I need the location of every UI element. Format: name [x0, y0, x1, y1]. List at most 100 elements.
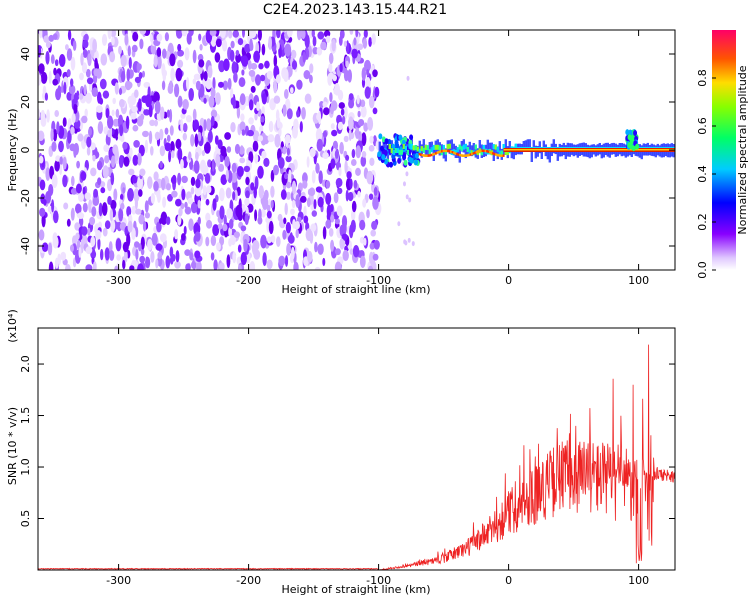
- noise-speck: [368, 37, 372, 47]
- signal-core-wave: [427, 154, 430, 157]
- noise-speck: [280, 189, 287, 200]
- noise-speck: [109, 250, 115, 261]
- noise-speck: [343, 135, 349, 143]
- noise-speck: [360, 105, 367, 118]
- noise-speck: [345, 189, 349, 202]
- signal-core-wave: [486, 149, 489, 153]
- noise-speck: [57, 85, 61, 93]
- noise-speck: [75, 203, 82, 214]
- signal-core-wave: [496, 153, 499, 157]
- noise-speck: [182, 122, 188, 133]
- noise-speck: [134, 241, 140, 248]
- noise-speck: [84, 108, 88, 118]
- signal-core-wave: [433, 152, 436, 156]
- noise-speck: [137, 98, 142, 112]
- noise-speck: [127, 95, 134, 106]
- noise-speck: [218, 163, 225, 172]
- signal-core-wave: [466, 154, 469, 157]
- noise-speck: [285, 222, 291, 234]
- signal-core-wave: [490, 151, 493, 155]
- noise-speck: [293, 261, 299, 270]
- noise-speck: [219, 236, 225, 246]
- signal-core-wave: [448, 150, 451, 153]
- noise-speck: [254, 113, 258, 121]
- noise-speck: [363, 122, 369, 132]
- noise-speck: [373, 240, 380, 250]
- noise-speck: [334, 261, 342, 270]
- snr-xtick-label: 0: [505, 574, 512, 587]
- signal-core-wave: [474, 151, 477, 154]
- noise-speck: [82, 202, 88, 213]
- noise-speck: [56, 121, 60, 135]
- noise-speck: [66, 48, 73, 61]
- signal-halo: [456, 147, 459, 158]
- noise-speck: [84, 33, 89, 42]
- noise-speck: [41, 242, 49, 252]
- noise-speck: [318, 170, 323, 184]
- noise-speck: [45, 41, 51, 49]
- noise-speck: [206, 185, 212, 194]
- signal-band: [496, 146, 499, 152]
- signal-bump: [629, 138, 634, 145]
- noise-speck: [155, 243, 163, 251]
- noise-speck: [126, 81, 133, 89]
- noise-speck: [273, 164, 279, 176]
- noise-speck: [183, 225, 187, 235]
- noise-speck: [54, 159, 60, 172]
- noise-speck: [233, 72, 238, 83]
- noise-speck: [38, 108, 41, 120]
- noise-speck: [166, 183, 171, 191]
- noise-speck: [257, 30, 262, 41]
- noise-speck: [206, 219, 213, 229]
- noise-speck: [249, 30, 257, 39]
- noise-speck: [263, 189, 269, 201]
- noise-speck: [140, 113, 145, 121]
- noise-speck: [219, 205, 225, 220]
- noise-speck: [122, 141, 128, 150]
- noise-speck: [162, 48, 167, 59]
- noise-speck: [353, 179, 358, 189]
- noise-speck: [276, 41, 280, 50]
- noise-speck: [212, 77, 216, 91]
- noise-speck: [209, 30, 217, 37]
- noise-speck: [224, 132, 232, 140]
- noise-speck: [276, 236, 281, 248]
- signal-blob: [383, 158, 388, 165]
- signal-band: [444, 149, 447, 155]
- noise-speck: [87, 227, 91, 236]
- noise-speck: [345, 154, 350, 161]
- signal-band: [390, 148, 393, 154]
- signal-blob: [394, 139, 399, 146]
- noise-speck: [201, 165, 209, 175]
- noise-speck: [337, 89, 344, 101]
- noise-speck: [336, 205, 343, 217]
- noise-speck: [177, 95, 183, 108]
- noise-speck: [70, 244, 74, 252]
- noise-speck: [314, 241, 318, 253]
- noise-speck: [317, 196, 324, 208]
- noise-speck: [302, 51, 307, 63]
- noise-speck: [52, 235, 59, 249]
- noise-speck: [154, 119, 158, 127]
- noise-speck: [349, 224, 354, 239]
- noise-speck: [255, 74, 261, 86]
- noise-speck: [54, 257, 59, 269]
- noise-speck: [226, 208, 233, 219]
- noise-speck: [54, 59, 59, 67]
- noise-speck: [174, 261, 181, 269]
- noise-speck: [159, 145, 166, 157]
- signal-halo: [450, 139, 453, 151]
- noise-speck: [328, 228, 334, 237]
- noise-speck: [316, 138, 323, 152]
- noise-speck: [60, 251, 67, 261]
- noise-speck: [284, 89, 289, 99]
- signal-band: [402, 144, 405, 149]
- signal-halo: [510, 147, 513, 159]
- noise-speck: [164, 127, 169, 135]
- noise-speck: [75, 183, 82, 194]
- noise-speck: [112, 97, 116, 105]
- noise-speck: [149, 34, 153, 42]
- noise-speck: [169, 125, 174, 136]
- signal-band: [442, 144, 445, 150]
- signal-band: [438, 145, 441, 151]
